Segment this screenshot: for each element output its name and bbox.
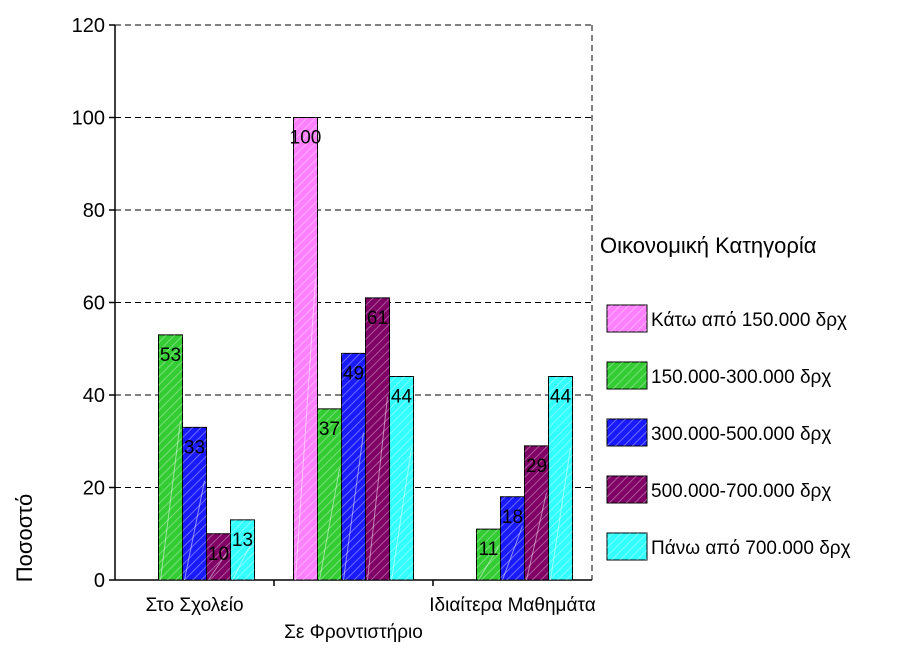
bar-hatch: [524, 445, 549, 580]
data-label: 49: [343, 363, 364, 384]
bar-highlight: [208, 549, 229, 581]
bar-highlight: [526, 492, 547, 581]
bar-highlight: [367, 396, 388, 581]
data-label: 53: [160, 345, 181, 366]
bars: [158, 117, 573, 581]
legend-label: Πάνω από 700.000 δρχ: [651, 538, 851, 559]
bar-hatch: [476, 529, 501, 580]
bar-hatch: [293, 117, 318, 580]
bar-hatch: [341, 353, 366, 580]
bar-hatch: [158, 334, 183, 580]
y-tick-label: 80: [83, 200, 105, 222]
x-tick-label: Στο Σχολείο: [145, 595, 243, 616]
bar-hatch: [206, 533, 231, 580]
data-label: 29: [526, 456, 547, 477]
bar-highlight: [295, 279, 316, 581]
data-label: 18: [502, 507, 523, 528]
bar-highlight: [502, 525, 523, 581]
data-label: 11: [479, 539, 499, 560]
y-tick-label: 100: [72, 108, 105, 130]
legend-title: Οικονομική Κατηγορία: [600, 233, 817, 258]
y-tick-label: 0: [94, 570, 105, 592]
data-label: 44: [391, 387, 413, 408]
bar-highlight: [391, 447, 412, 581]
legend-swatch-hatch: [607, 419, 647, 446]
legend-label: 300.000-500.000 δρχ: [651, 424, 831, 445]
y-tick-label: 60: [83, 293, 105, 315]
y-tick-label: 120: [72, 15, 105, 37]
legend-swatch-hatch: [607, 305, 647, 332]
y-tick-label: 20: [83, 478, 105, 500]
data-label: 37: [319, 419, 340, 440]
x-tick-label: Σε Φροντιστήριο: [284, 622, 423, 643]
legend-label: 500.000-700.000 δρχ: [651, 481, 831, 502]
bar-hatch: [230, 519, 255, 580]
bar-highlight: [160, 420, 181, 581]
bar-hatch: [317, 408, 342, 580]
bar-hatch: [365, 297, 390, 580]
legend-swatch-hatch: [607, 362, 647, 389]
data-label: 10: [208, 544, 229, 565]
y-axis-label: Ποσοστό: [12, 494, 37, 582]
legend-swatch-hatch: [607, 476, 647, 503]
bar-highlight: [550, 447, 571, 581]
data-label: 13: [232, 530, 253, 551]
bar-hatch: [500, 496, 525, 580]
bar-highlight: [232, 540, 253, 581]
bar-hatch: [182, 427, 207, 580]
legend-label: 150.000-300.000 δρχ: [651, 367, 831, 388]
data-label: 33: [184, 437, 205, 458]
legend-swatch-hatch: [607, 533, 647, 560]
data-label: 44: [550, 387, 572, 408]
bar-highlight: [343, 432, 364, 581]
legend: Οικονομική Κατηγορία Κάτω από 150.000 δρ…: [600, 233, 851, 561]
bar-highlight: [319, 468, 340, 581]
bar-hatch: [548, 376, 573, 580]
x-tick-label: Ιδιαίτερα Μαθημάτα: [429, 595, 595, 616]
y-tick-label: 40: [83, 385, 105, 407]
axes: 0 20 40 60 80 100 120 Στο Σχολείο Σε Φροντιστήρι…: [72, 15, 596, 643]
data-label: 61: [367, 308, 388, 329]
bar-hatch: [389, 376, 414, 580]
data-label: 100: [290, 128, 322, 149]
bar-highlight: [478, 546, 499, 581]
legend-label: Κάτω από 150.000 δρχ: [651, 310, 847, 331]
bar-highlight: [184, 480, 205, 581]
